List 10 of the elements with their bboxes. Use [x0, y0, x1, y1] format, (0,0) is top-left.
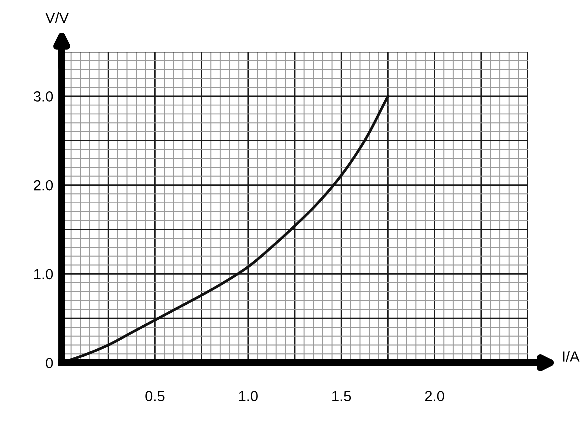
y-tick-label: 1.0: [34, 269, 54, 280]
x-tick-label: 1.5: [332, 391, 352, 402]
y-tick-label: 3.0: [34, 92, 54, 102]
x-axis-title: I/A: [563, 351, 580, 362]
x-tick-label: 0.5: [146, 391, 165, 402]
x-tick-label: 1.0: [239, 391, 258, 402]
x-tick-label: 2.0: [425, 391, 444, 402]
y-axis-title: V/V: [46, 12, 70, 24]
y-tick-label: 2.0: [34, 180, 54, 191]
y-tick-label: 0: [46, 358, 54, 368]
